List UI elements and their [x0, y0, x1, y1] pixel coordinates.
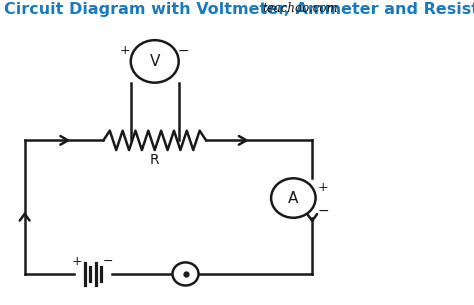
Text: −: − [102, 255, 113, 268]
Text: A: A [288, 191, 299, 206]
Text: V: V [149, 54, 160, 69]
Text: +: + [72, 255, 82, 268]
Text: +: + [318, 181, 328, 194]
Text: −: − [177, 44, 189, 58]
Circle shape [131, 40, 179, 83]
Circle shape [271, 178, 316, 218]
Text: −: − [317, 204, 329, 218]
Circle shape [173, 262, 199, 285]
Text: Circuit Diagram with Voltmeter, Ammeter and Resistor: Circuit Diagram with Voltmeter, Ammeter … [4, 2, 474, 17]
Text: +: + [119, 44, 130, 57]
Text: teachoo.com: teachoo.com [262, 2, 338, 15]
Text: R: R [150, 153, 160, 167]
